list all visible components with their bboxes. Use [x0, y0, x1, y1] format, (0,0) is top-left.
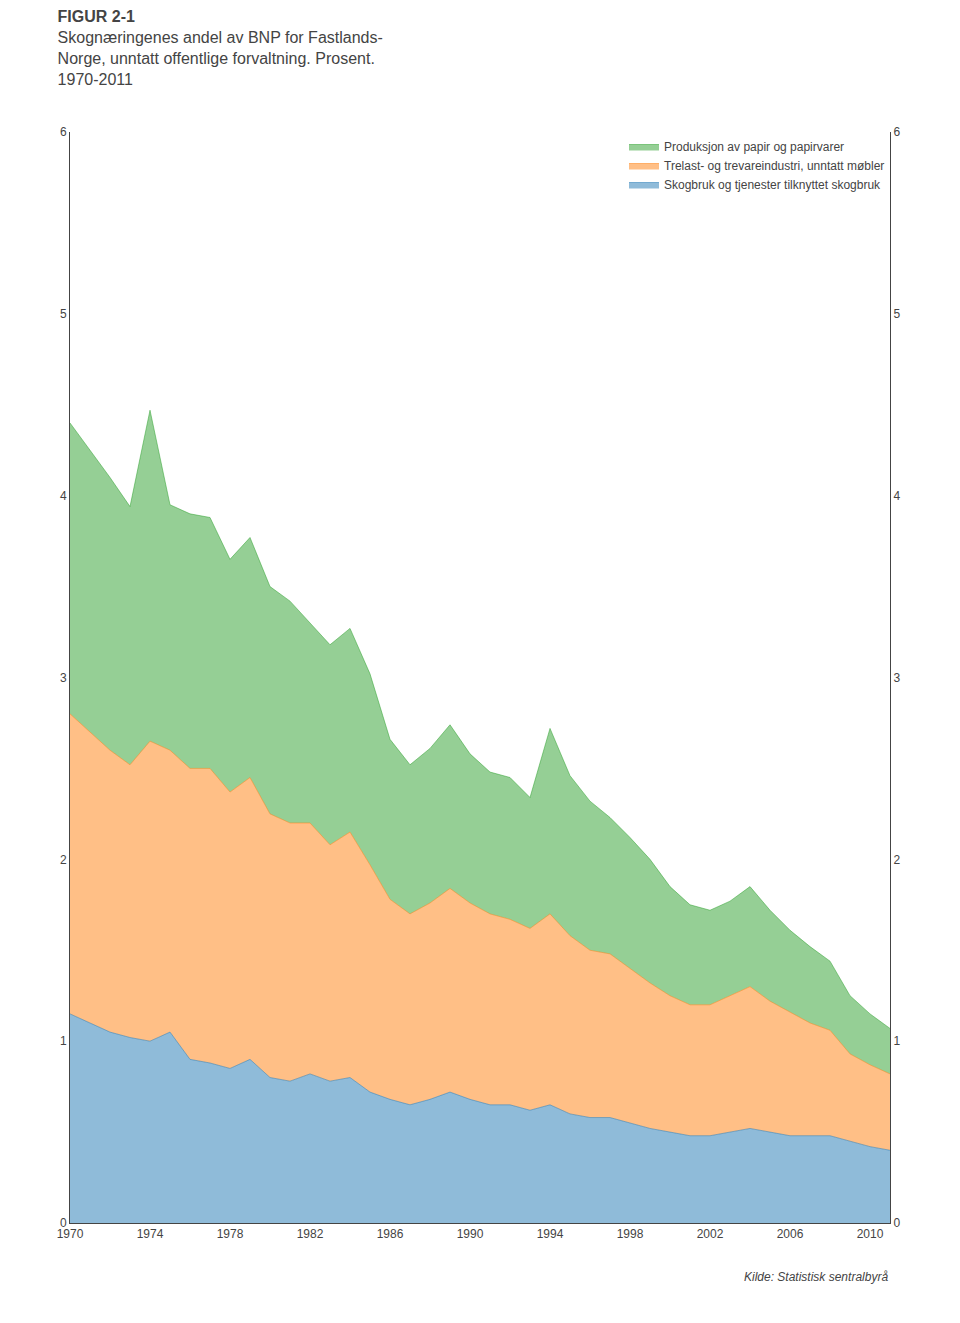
svg-text:4: 4 — [60, 489, 67, 503]
svg-text:1970: 1970 — [57, 1227, 84, 1241]
svg-text:2002: 2002 — [697, 1227, 724, 1241]
svg-text:Produksjon av papir og papirva: Produksjon av papir og papirvarer — [664, 140, 844, 154]
svg-text:0: 0 — [60, 1216, 67, 1230]
svg-text:1990: 1990 — [457, 1227, 484, 1241]
svg-text:2010: 2010 — [857, 1227, 884, 1241]
svg-text:1974: 1974 — [137, 1227, 164, 1241]
svg-text:0: 0 — [893, 1216, 900, 1230]
svg-text:1998: 1998 — [617, 1227, 644, 1241]
svg-text:FIGUR 2-1Skognæringenes andel: FIGUR 2-1Skognæringenes andel av BNP for… — [58, 8, 383, 87]
svg-text:1: 1 — [60, 1034, 67, 1048]
svg-text:6: 6 — [893, 125, 900, 139]
svg-text:2006: 2006 — [777, 1227, 804, 1241]
svg-text:5: 5 — [893, 307, 900, 321]
svg-text:3: 3 — [893, 671, 900, 685]
svg-text:2: 2 — [893, 853, 900, 867]
svg-text:1986: 1986 — [377, 1227, 404, 1241]
svg-text:6: 6 — [60, 125, 67, 139]
svg-text:Kilde: Statistisk sentralbyrå: Kilde: Statistisk sentralbyrå — [744, 1270, 888, 1284]
svg-text:4: 4 — [893, 489, 900, 503]
svg-text:5: 5 — [60, 307, 67, 321]
svg-text:3: 3 — [60, 671, 67, 685]
svg-text:Skogbruk og tjenester tilknytt: Skogbruk og tjenester tilknyttet skogbru… — [664, 178, 881, 192]
svg-text:1982: 1982 — [297, 1227, 324, 1241]
svg-text:1994: 1994 — [537, 1227, 564, 1241]
svg-text:1978: 1978 — [217, 1227, 244, 1241]
svg-text:1: 1 — [893, 1034, 900, 1048]
svg-text:2: 2 — [60, 853, 67, 867]
svg-text:Trelast- og trevareindustri, u: Trelast- og trevareindustri, unntatt møb… — [664, 159, 884, 173]
